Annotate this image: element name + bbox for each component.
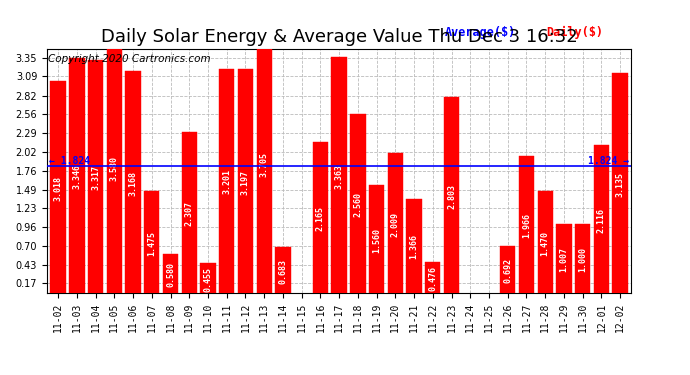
Bar bbox=[351, 114, 366, 296]
Text: 3.346: 3.346 bbox=[72, 164, 81, 189]
Text: 2.560: 2.560 bbox=[353, 192, 362, 217]
Text: 1.470: 1.470 bbox=[541, 231, 550, 256]
Bar bbox=[88, 60, 103, 296]
Bar bbox=[331, 57, 347, 296]
Text: 0.683: 0.683 bbox=[279, 259, 288, 284]
Text: 2.307: 2.307 bbox=[185, 201, 194, 226]
Bar bbox=[126, 71, 141, 296]
Text: 3.580: 3.580 bbox=[110, 156, 119, 181]
Bar bbox=[69, 58, 85, 296]
Bar bbox=[444, 97, 460, 296]
Text: 0.455: 0.455 bbox=[204, 267, 213, 292]
Text: 1.007: 1.007 bbox=[560, 247, 569, 272]
Text: 3.201: 3.201 bbox=[222, 170, 231, 194]
Text: 3.197: 3.197 bbox=[241, 170, 250, 195]
Text: 0.580: 0.580 bbox=[166, 262, 175, 287]
Bar bbox=[388, 153, 403, 296]
Title: Daily Solar Energy & Average Value Thu Dec 3 16:32: Daily Solar Energy & Average Value Thu D… bbox=[101, 28, 578, 46]
Bar bbox=[163, 254, 178, 296]
Bar bbox=[50, 81, 66, 296]
Bar bbox=[406, 198, 422, 296]
Bar bbox=[107, 42, 122, 296]
Text: ← 1.824: ← 1.824 bbox=[49, 156, 90, 166]
Text: 3.018: 3.018 bbox=[54, 176, 63, 201]
Text: 0.476: 0.476 bbox=[428, 266, 437, 291]
Text: 1.000: 1.000 bbox=[578, 248, 587, 272]
Bar bbox=[219, 69, 235, 296]
Text: 2.803: 2.803 bbox=[447, 183, 456, 209]
Text: 3.705: 3.705 bbox=[259, 152, 268, 177]
Bar bbox=[519, 156, 534, 296]
Text: 3.363: 3.363 bbox=[335, 164, 344, 189]
Text: Copyright 2020 Cartronics.com: Copyright 2020 Cartronics.com bbox=[48, 54, 210, 64]
Text: Average($): Average($) bbox=[444, 26, 515, 39]
Bar bbox=[257, 33, 272, 296]
Bar bbox=[200, 263, 216, 296]
Bar bbox=[425, 262, 440, 296]
Bar bbox=[238, 69, 253, 296]
Text: 2.165: 2.165 bbox=[316, 206, 325, 231]
Text: 1.560: 1.560 bbox=[372, 228, 381, 253]
Bar bbox=[613, 73, 628, 296]
Text: 3.317: 3.317 bbox=[91, 165, 100, 190]
Text: 2.009: 2.009 bbox=[391, 211, 400, 237]
Bar bbox=[538, 191, 553, 296]
Text: 1.475: 1.475 bbox=[148, 231, 157, 256]
Text: 0.692: 0.692 bbox=[503, 258, 512, 284]
Bar bbox=[144, 191, 159, 296]
Text: 3.135: 3.135 bbox=[615, 172, 624, 197]
Bar bbox=[575, 225, 591, 296]
Text: 1.366: 1.366 bbox=[410, 234, 419, 260]
Bar bbox=[313, 142, 328, 296]
Bar bbox=[181, 132, 197, 296]
Bar bbox=[275, 247, 290, 296]
Text: 3.168: 3.168 bbox=[128, 171, 137, 196]
Text: 2.116: 2.116 bbox=[597, 208, 606, 233]
Text: 1.824 →: 1.824 → bbox=[589, 156, 629, 166]
Bar bbox=[593, 146, 609, 296]
Bar bbox=[500, 246, 515, 296]
Bar bbox=[556, 224, 571, 296]
Text: Daily($): Daily($) bbox=[546, 26, 604, 39]
Text: 1.966: 1.966 bbox=[522, 213, 531, 238]
Bar bbox=[369, 185, 384, 296]
